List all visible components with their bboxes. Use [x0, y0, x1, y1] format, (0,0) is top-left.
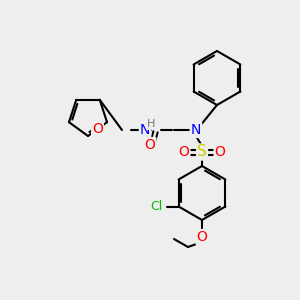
Text: O: O	[92, 122, 103, 136]
Text: O: O	[178, 145, 189, 159]
Text: O: O	[214, 145, 225, 159]
Text: S: S	[197, 145, 207, 160]
Text: Cl: Cl	[151, 200, 163, 213]
Text: O: O	[145, 138, 155, 152]
Text: O: O	[196, 230, 207, 244]
Text: H: H	[147, 119, 155, 129]
Text: N: N	[191, 123, 201, 137]
Text: N: N	[140, 123, 150, 137]
